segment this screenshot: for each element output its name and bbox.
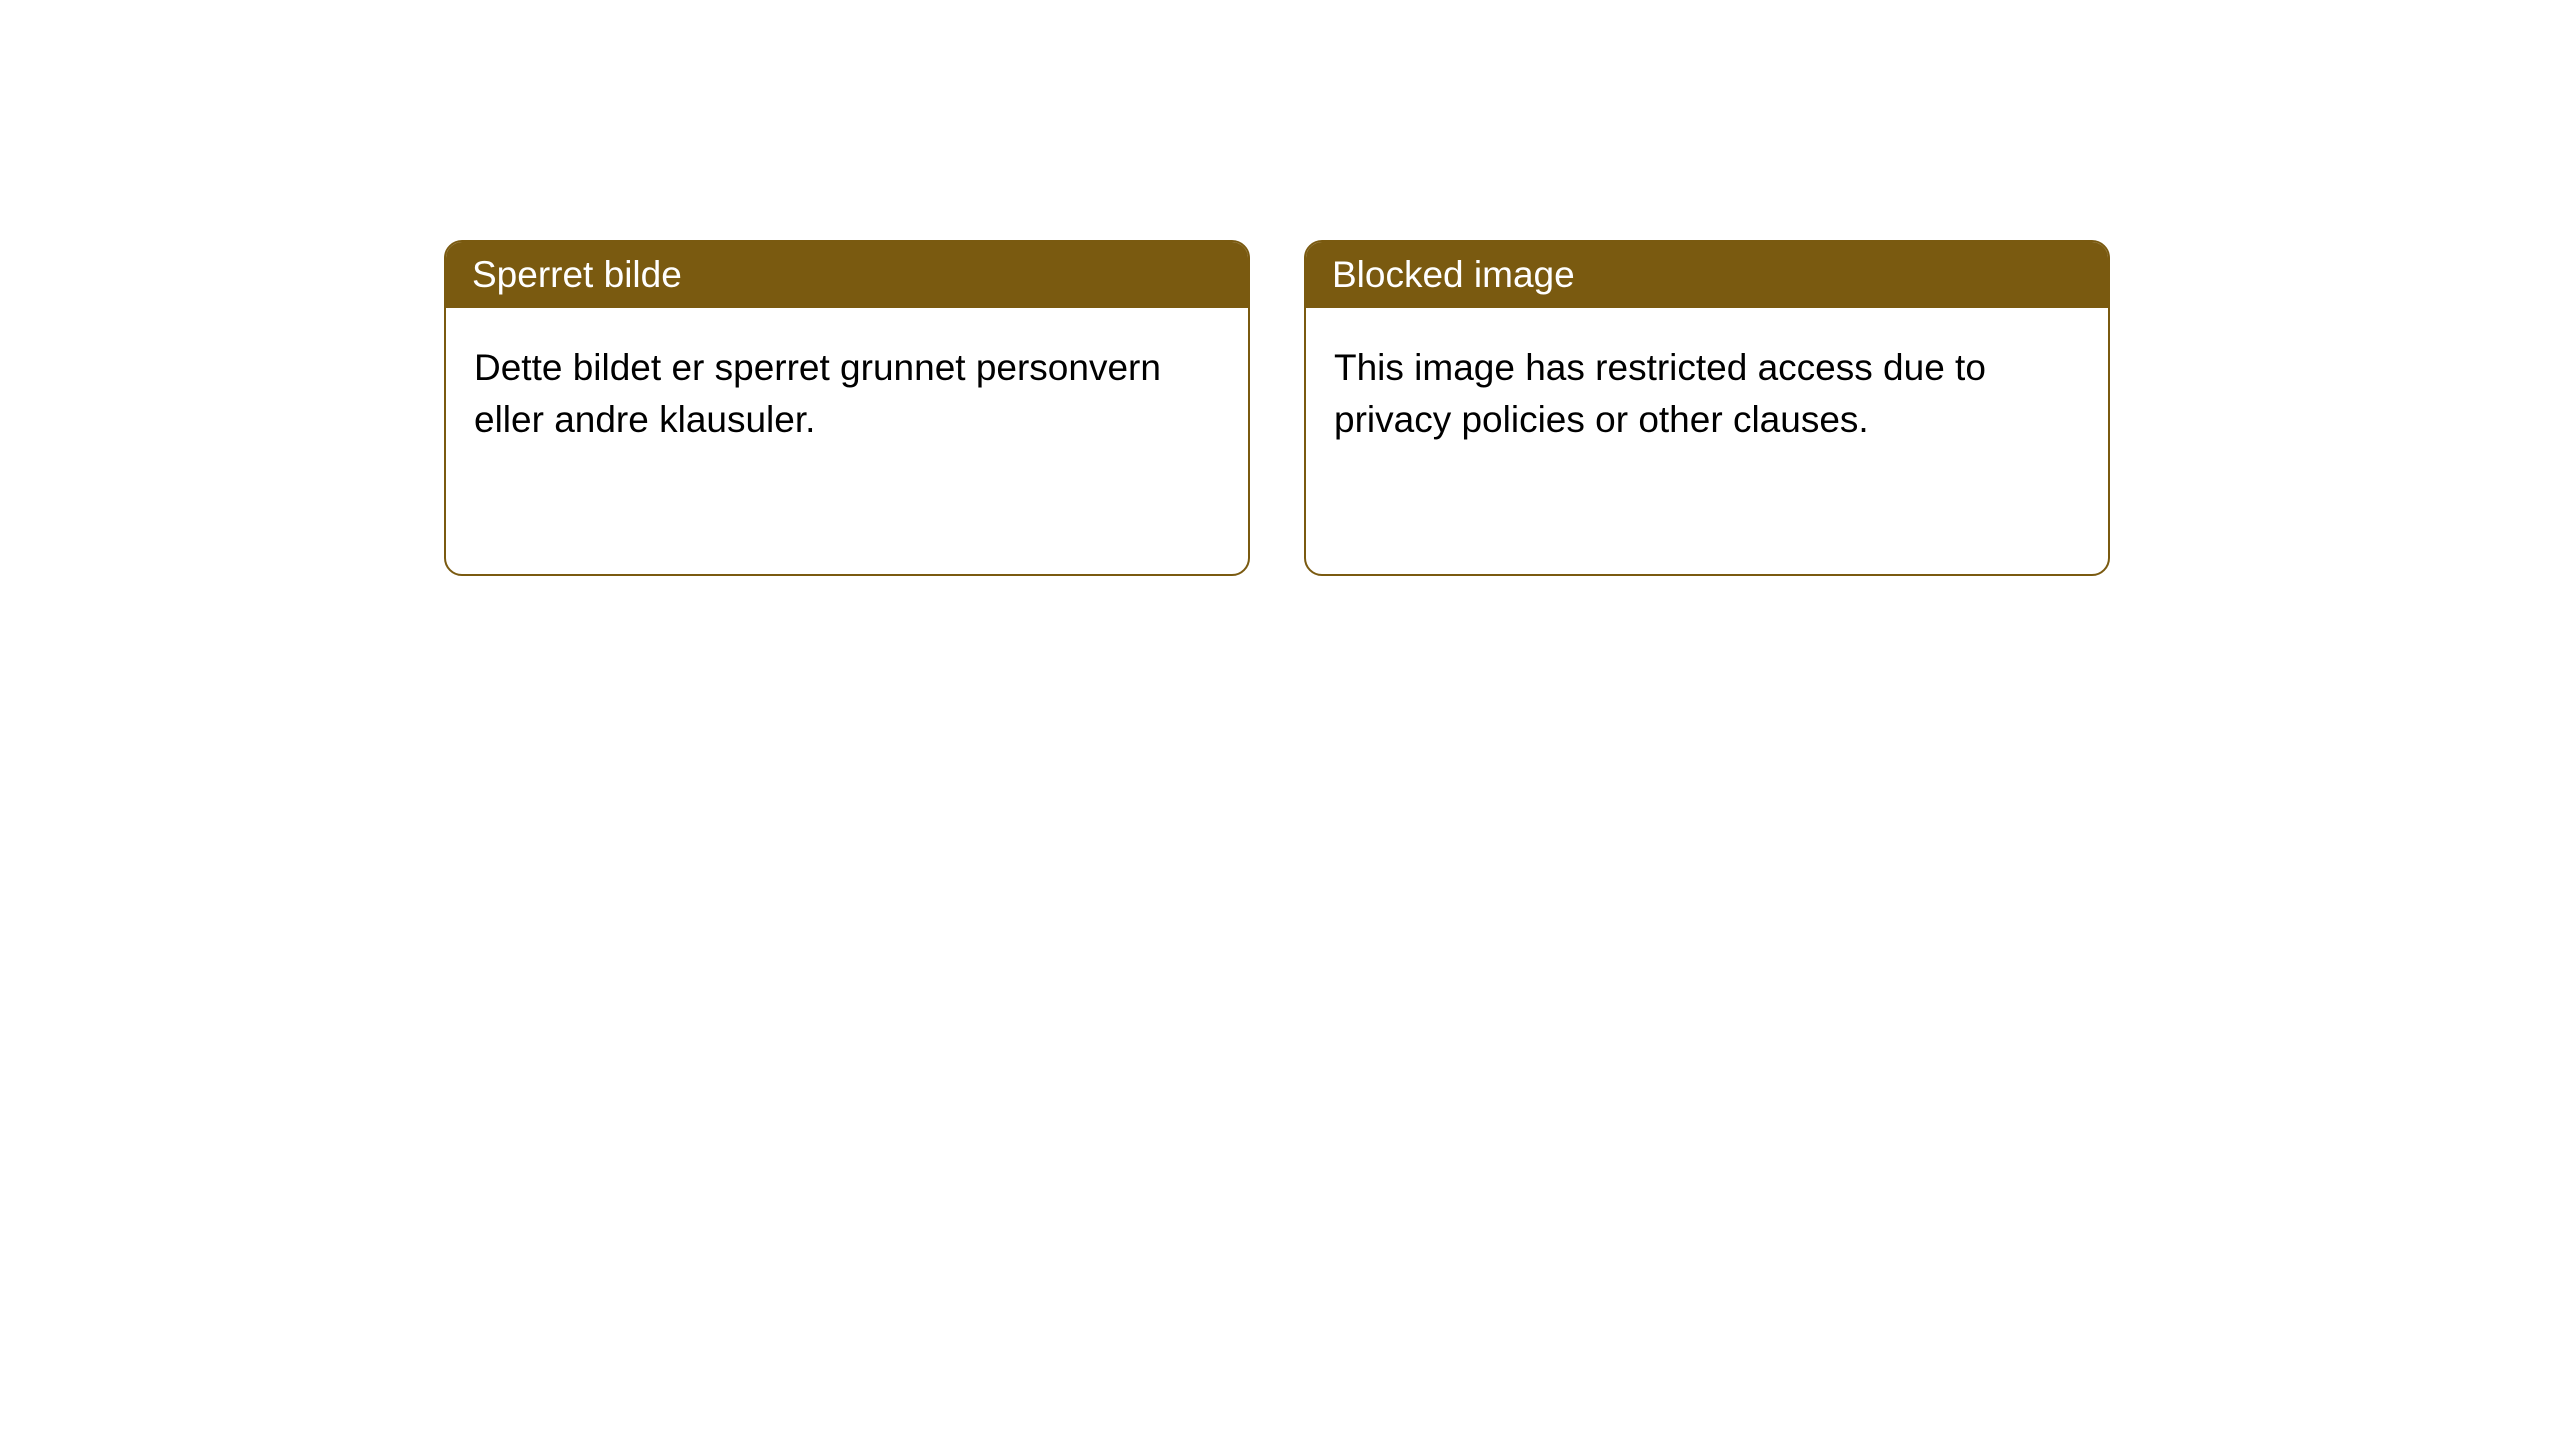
notice-card-english: Blocked image This image has restricted …: [1304, 240, 2110, 576]
notice-title: Sperret bilde: [446, 242, 1248, 308]
notice-body: This image has restricted access due to …: [1306, 308, 2108, 480]
notice-body: Dette bildet er sperret grunnet personve…: [446, 308, 1248, 480]
notice-card-norwegian: Sperret bilde Dette bildet er sperret gr…: [444, 240, 1250, 576]
notice-container: Sperret bilde Dette bildet er sperret gr…: [444, 240, 2110, 576]
notice-title: Blocked image: [1306, 242, 2108, 308]
